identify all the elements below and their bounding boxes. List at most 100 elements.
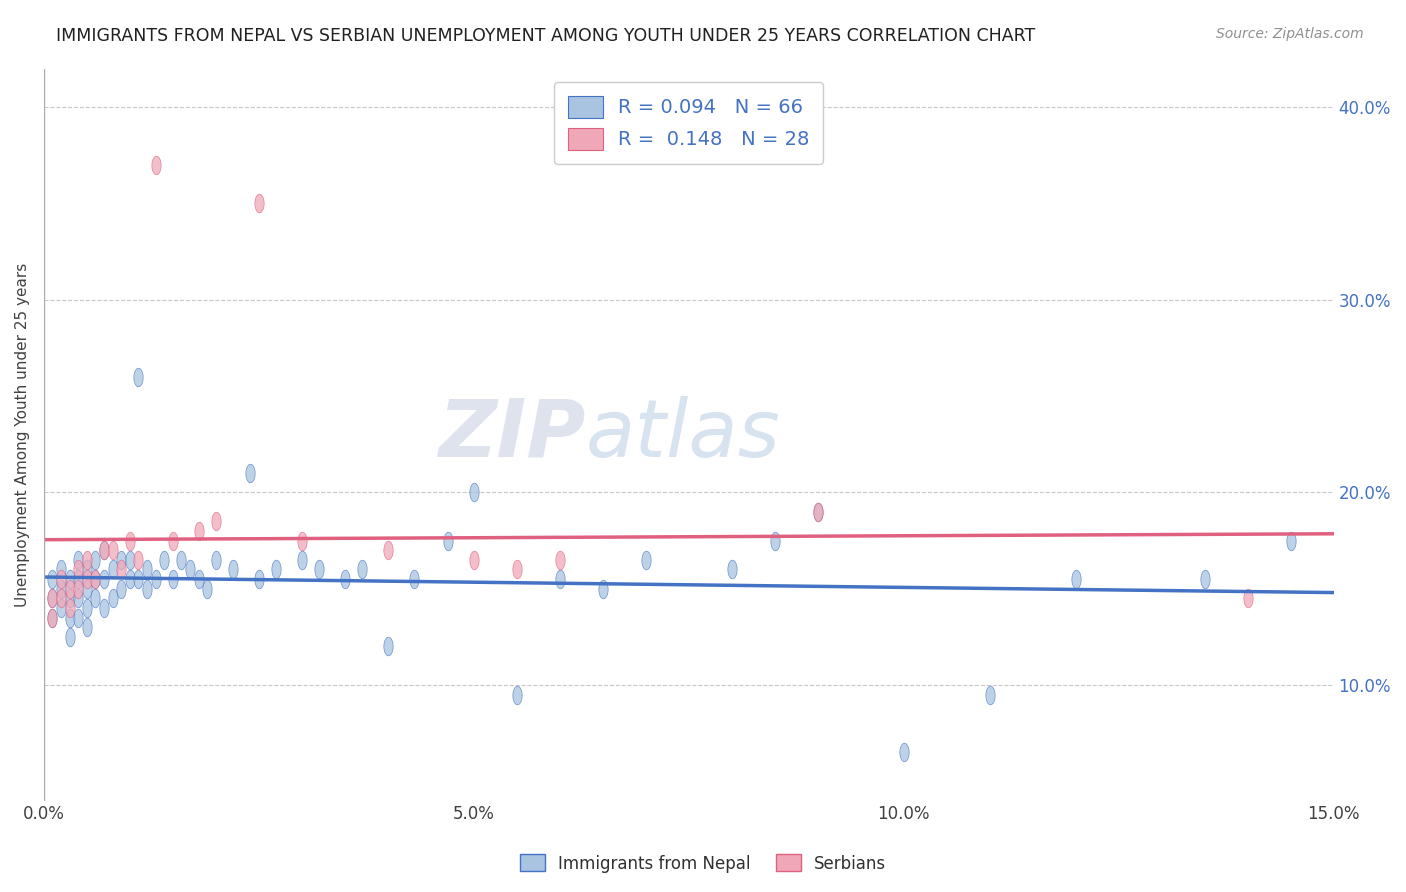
Point (548, 572, 571, 586)
Point (1194, 572, 1216, 586)
Y-axis label: Unemployment Among Youth under 25 years: Unemployment Among Youth under 25 years (15, 262, 30, 607)
Point (506, 562, 529, 576)
Point (84, 553, 107, 567)
Point (67, 582, 90, 596)
Point (247, 196, 270, 211)
Point (93, 572, 115, 586)
Point (41, 572, 63, 586)
Point (205, 553, 228, 567)
Point (76, 601, 98, 615)
Point (127, 553, 149, 567)
Point (162, 572, 184, 586)
Point (893, 746, 915, 760)
Point (76, 620, 98, 634)
Point (67, 553, 90, 567)
Point (41, 591, 63, 606)
Point (76, 562, 98, 576)
Point (59, 630, 82, 644)
Point (153, 553, 176, 567)
Point (807, 505, 830, 519)
Point (179, 562, 201, 576)
Point (59, 601, 82, 615)
Point (67, 610, 90, 624)
Point (247, 572, 270, 586)
Point (377, 640, 399, 654)
Point (67, 591, 90, 606)
Text: ZIP: ZIP (439, 395, 585, 474)
Point (634, 553, 657, 567)
Point (162, 533, 184, 548)
Point (333, 572, 356, 586)
Point (402, 572, 425, 586)
Legend: Immigrants from Nepal, Serbians: Immigrants from Nepal, Serbians (513, 847, 893, 880)
Point (67, 562, 90, 576)
Point (548, 553, 571, 567)
Point (49, 562, 72, 576)
Point (350, 562, 373, 576)
Point (118, 533, 141, 548)
Point (136, 562, 159, 576)
Point (76, 582, 98, 596)
Point (59, 582, 82, 596)
Point (76, 553, 98, 567)
Point (239, 466, 262, 480)
Point (145, 158, 167, 172)
Point (291, 533, 314, 548)
Point (308, 562, 330, 576)
Text: atlas: atlas (585, 395, 780, 474)
Point (59, 572, 82, 586)
Point (118, 553, 141, 567)
Text: Source: ZipAtlas.com: Source: ZipAtlas.com (1216, 27, 1364, 41)
Point (291, 553, 314, 567)
Point (93, 543, 115, 558)
Point (41, 610, 63, 624)
Point (76, 572, 98, 586)
Point (1064, 572, 1087, 586)
Point (49, 572, 72, 586)
Legend: R = 0.094   N = 66, R =  0.148   N = 28: R = 0.094 N = 66, R = 0.148 N = 28 (554, 82, 824, 164)
Text: IMMIGRANTS FROM NEPAL VS SERBIAN UNEMPLOYMENT AMONG YOUTH UNDER 25 YEARS CORRELA: IMMIGRANTS FROM NEPAL VS SERBIAN UNEMPLO… (56, 27, 1035, 45)
Point (110, 553, 132, 567)
Point (84, 572, 107, 586)
Point (222, 562, 245, 576)
Point (110, 582, 132, 596)
Point (592, 582, 614, 596)
Point (101, 591, 124, 606)
Point (49, 582, 72, 596)
Point (463, 485, 485, 500)
Point (49, 591, 72, 606)
Point (41, 610, 63, 624)
Point (145, 572, 167, 586)
Point (195, 582, 218, 596)
Point (187, 572, 209, 586)
Point (59, 591, 82, 606)
Point (205, 514, 228, 528)
Point (49, 601, 72, 615)
Point (170, 553, 193, 567)
Point (101, 562, 124, 576)
Point (110, 562, 132, 576)
Point (979, 688, 1001, 702)
Point (127, 369, 149, 384)
Point (93, 601, 115, 615)
Point (41, 591, 63, 606)
Point (84, 591, 107, 606)
Point (67, 572, 90, 586)
Point (93, 543, 115, 558)
Point (118, 572, 141, 586)
Point (101, 543, 124, 558)
Point (720, 562, 742, 576)
Point (1236, 591, 1258, 606)
Point (463, 553, 485, 567)
Point (807, 505, 830, 519)
Point (437, 533, 460, 548)
Point (187, 524, 209, 538)
Point (1279, 533, 1302, 548)
Point (127, 572, 149, 586)
Point (377, 543, 399, 558)
Point (506, 688, 529, 702)
Point (264, 562, 287, 576)
Point (84, 572, 107, 586)
Point (763, 533, 786, 548)
Point (59, 610, 82, 624)
